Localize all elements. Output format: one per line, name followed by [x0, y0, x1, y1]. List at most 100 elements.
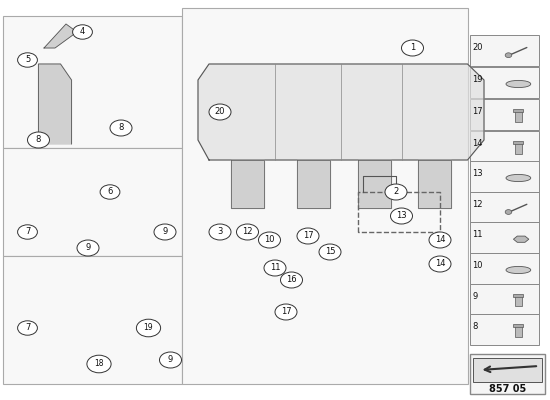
Text: 9: 9: [472, 292, 478, 301]
Text: 20: 20: [214, 108, 225, 116]
Circle shape: [236, 224, 258, 240]
FancyBboxPatch shape: [470, 314, 539, 345]
Circle shape: [258, 232, 280, 248]
FancyBboxPatch shape: [3, 148, 182, 256]
Circle shape: [160, 352, 182, 368]
FancyBboxPatch shape: [515, 326, 521, 337]
Circle shape: [505, 53, 512, 58]
Circle shape: [154, 224, 176, 240]
Polygon shape: [297, 160, 330, 208]
Circle shape: [87, 355, 111, 373]
FancyBboxPatch shape: [3, 256, 182, 384]
Text: 7: 7: [25, 324, 30, 332]
Text: 5: 5: [25, 56, 30, 64]
Circle shape: [390, 208, 412, 224]
FancyBboxPatch shape: [513, 109, 524, 112]
Text: 12: 12: [472, 200, 483, 209]
FancyBboxPatch shape: [470, 192, 539, 222]
Ellipse shape: [506, 266, 531, 274]
Text: 13: 13: [396, 212, 407, 220]
Text: 16: 16: [286, 276, 297, 284]
Polygon shape: [358, 160, 390, 208]
FancyBboxPatch shape: [470, 354, 544, 394]
Circle shape: [505, 210, 512, 214]
Circle shape: [297, 228, 319, 244]
Polygon shape: [198, 64, 484, 160]
Circle shape: [209, 224, 231, 240]
Circle shape: [280, 272, 302, 288]
Circle shape: [402, 40, 424, 56]
FancyBboxPatch shape: [3, 16, 182, 148]
Text: 19: 19: [144, 324, 153, 332]
FancyBboxPatch shape: [513, 324, 524, 327]
FancyBboxPatch shape: [515, 142, 521, 154]
Circle shape: [136, 319, 161, 337]
Text: 7: 7: [25, 228, 30, 236]
Text: 2: 2: [393, 188, 399, 196]
Text: 10: 10: [472, 261, 483, 270]
Polygon shape: [418, 160, 451, 208]
Text: 3: 3: [217, 228, 223, 236]
Circle shape: [100, 185, 120, 199]
Text: 18: 18: [94, 360, 104, 368]
Text: 14: 14: [434, 236, 446, 244]
Polygon shape: [231, 160, 264, 208]
Text: 11: 11: [472, 230, 483, 239]
Ellipse shape: [506, 80, 531, 88]
Text: 8: 8: [118, 124, 124, 132]
Circle shape: [28, 132, 50, 148]
FancyBboxPatch shape: [470, 161, 539, 192]
Circle shape: [429, 232, 451, 248]
Text: 8: 8: [36, 136, 41, 144]
Ellipse shape: [506, 174, 531, 182]
Polygon shape: [44, 24, 77, 48]
FancyBboxPatch shape: [470, 284, 539, 314]
Circle shape: [73, 25, 92, 39]
Text: 6: 6: [107, 188, 113, 196]
Circle shape: [319, 244, 341, 260]
FancyBboxPatch shape: [515, 295, 521, 306]
FancyBboxPatch shape: [470, 222, 539, 253]
Text: 17: 17: [472, 107, 483, 116]
Circle shape: [264, 260, 286, 276]
Text: 13: 13: [472, 169, 483, 178]
Polygon shape: [39, 64, 72, 144]
FancyBboxPatch shape: [470, 67, 539, 98]
FancyBboxPatch shape: [513, 294, 524, 297]
Circle shape: [275, 304, 297, 320]
Text: 19: 19: [472, 75, 483, 84]
Text: 12: 12: [242, 228, 253, 236]
FancyBboxPatch shape: [182, 8, 468, 384]
Circle shape: [209, 104, 231, 120]
Circle shape: [429, 256, 451, 272]
Circle shape: [18, 225, 37, 239]
FancyBboxPatch shape: [470, 253, 539, 284]
Text: 857 05: 857 05: [489, 384, 526, 394]
Text: 17: 17: [302, 232, 313, 240]
FancyBboxPatch shape: [473, 358, 542, 382]
Text: 9: 9: [85, 244, 91, 252]
Text: 10: 10: [264, 236, 275, 244]
FancyBboxPatch shape: [513, 141, 524, 144]
Circle shape: [77, 240, 99, 256]
Polygon shape: [513, 236, 529, 242]
Text: 9: 9: [168, 356, 173, 364]
FancyBboxPatch shape: [470, 35, 539, 66]
Text: 14: 14: [472, 139, 483, 148]
Circle shape: [110, 120, 132, 136]
Text: 20: 20: [472, 43, 483, 52]
Circle shape: [18, 53, 37, 67]
Text: 4: 4: [80, 28, 85, 36]
Text: 14: 14: [434, 260, 446, 268]
FancyBboxPatch shape: [515, 110, 521, 122]
Circle shape: [385, 184, 407, 200]
Circle shape: [18, 321, 37, 335]
Text: 8: 8: [472, 322, 478, 331]
FancyBboxPatch shape: [470, 131, 539, 162]
Text: 11: 11: [270, 264, 280, 272]
Text: a passion for parts since images: a passion for parts since images: [83, 284, 225, 372]
Text: 15: 15: [324, 248, 336, 256]
Text: 17: 17: [280, 308, 292, 316]
FancyBboxPatch shape: [470, 99, 539, 130]
Text: 9: 9: [162, 228, 168, 236]
